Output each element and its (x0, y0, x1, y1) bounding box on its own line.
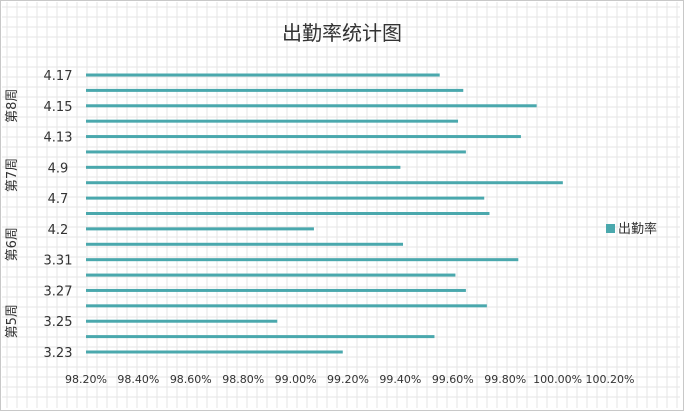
category-label: 3.31 (44, 254, 73, 269)
x-tick-label: 99.60% (432, 373, 474, 386)
bar-3.25 (86, 319, 278, 323)
bar-4.7 (86, 196, 485, 200)
bar-4.15 (86, 104, 537, 108)
category-label: 4.7 (48, 192, 69, 207)
bar-4.10 (86, 150, 466, 154)
legend-label: 出勤率 (618, 221, 657, 237)
bar-3.30 (86, 273, 456, 277)
category-label: 3.23 (44, 346, 73, 361)
x-tick-label: 98.40% (117, 373, 159, 386)
group-label: 第8周 (5, 89, 20, 123)
x-tick-label: 98.20% (65, 373, 107, 386)
bar-series (86, 73, 563, 354)
category-label: 4.2 (48, 223, 69, 238)
bar-3.31 (86, 258, 519, 262)
bar-4.13 (86, 135, 521, 139)
grid (2, 2, 680, 408)
bar-3.26 (86, 304, 487, 308)
bar-4.3 (86, 212, 490, 215)
bar-3.27 (86, 288, 466, 292)
x-tick-label: 100.20% (586, 373, 635, 386)
group-label: 第5周 (5, 304, 20, 338)
category-label: 4.17 (44, 69, 73, 84)
bar-3.23 (86, 350, 343, 354)
x-tick-label: 98.60% (170, 373, 212, 386)
x-tick-label: 99.00% (275, 373, 317, 386)
group-label: 第7周 (5, 158, 20, 192)
category-label: 3.27 (44, 284, 73, 299)
bar-4.17 (86, 73, 440, 77)
y-axis-labels: 3.23 3.25 3.27 3.31 4.2 4.7 4.9 4.13 4.15 4.17 (44, 69, 73, 361)
group-axis: 第5周 第6周 第7周 第8周 (5, 89, 20, 339)
bar-4.1 (86, 242, 404, 246)
bar-4.14 (86, 119, 459, 123)
x-axis-ticks: 98.20% 98.40% 98.60% 98.80% 99.00% 99.20% 99.4… (65, 373, 634, 386)
x-tick-label: 99.20% (327, 373, 369, 386)
bar-4.8 (86, 181, 563, 185)
bar-4.16 (86, 88, 464, 92)
bar-4.9 (86, 165, 401, 169)
category-label: 3.25 (44, 315, 73, 330)
x-tick-label: 100.00% (533, 373, 582, 386)
x-tick-label: 99.80% (484, 373, 526, 386)
x-tick-label: 99.40% (379, 373, 421, 386)
x-tick-label: 98.80% (222, 373, 264, 386)
chart-title: 出勤率统计图 (282, 21, 402, 45)
category-label: 4.13 (44, 131, 73, 146)
category-label: 4.9 (48, 161, 69, 176)
legend: 出勤率 (606, 221, 657, 237)
bar-3.24 (86, 335, 435, 339)
legend-swatch (606, 224, 615, 233)
category-label: 4.15 (44, 100, 73, 115)
bar-4.2 (86, 227, 314, 231)
group-label: 第6周 (5, 227, 20, 261)
